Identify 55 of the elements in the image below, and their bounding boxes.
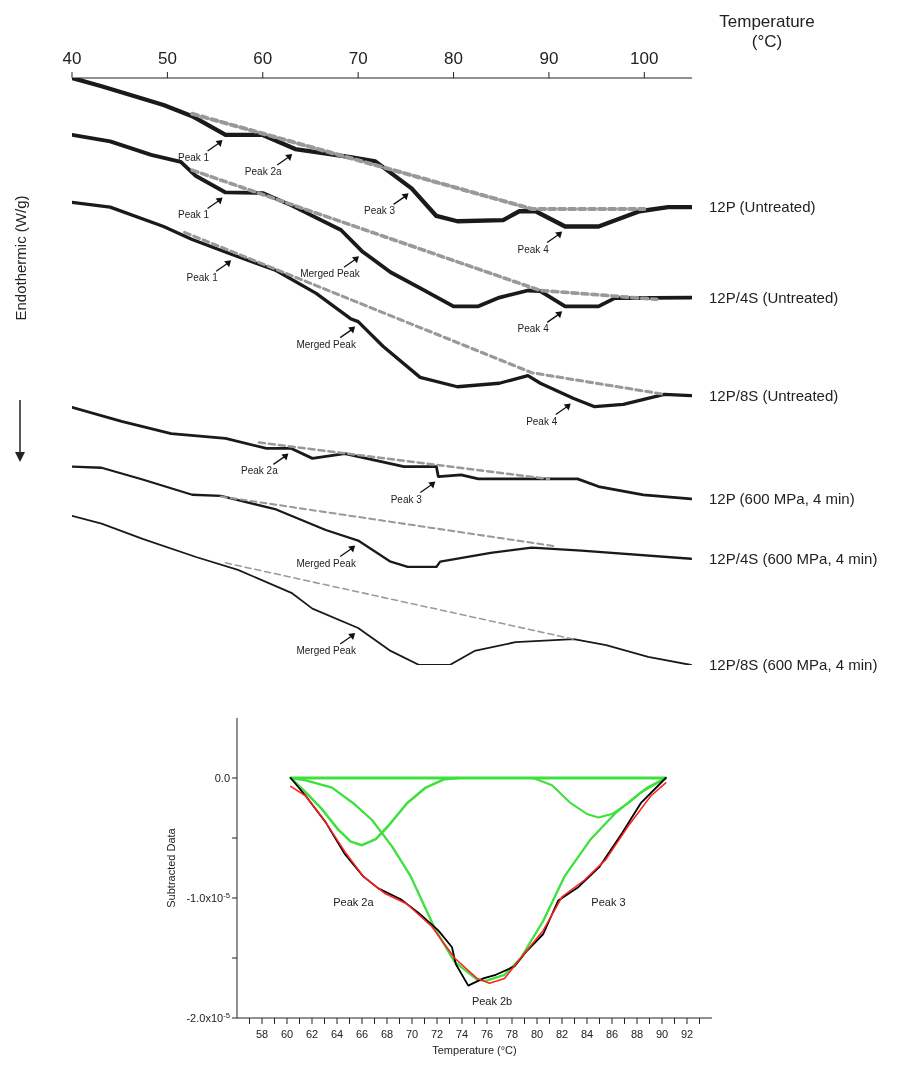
x-tick-label: 68 (380, 1028, 394, 1040)
x-tick-label: 40 (62, 49, 82, 68)
y-axis-title: Endothermic (W/g) (12, 195, 29, 321)
y-tick-label: -2.0x10$^{-5}$ (186, 1010, 230, 1024)
annotation: Peak 3 (591, 895, 626, 908)
x-tick-label: 90 (655, 1028, 669, 1040)
x-tick-label: 64 (330, 1028, 344, 1040)
annotation: Peak 3 (364, 205, 396, 217)
annotation: Peak 2b (471, 995, 513, 1008)
x-tick-label: 92 (680, 1028, 694, 1040)
y-axis-title: Subtracted Data (165, 827, 177, 908)
annotation: Peak 3 (390, 493, 423, 505)
annotation: Merged Peak (296, 557, 357, 569)
annotation: Merged Peak (296, 338, 357, 350)
annotation: Peak 4 (526, 415, 558, 427)
x-tick-label: 80 (530, 1028, 544, 1040)
x-tick-label: 58 (255, 1028, 269, 1040)
annotation: Peak 2a (241, 465, 279, 477)
x-tick-label: 70 (405, 1028, 419, 1040)
series-label: 12P (Untreated) (709, 198, 816, 216)
series-label: 12P/8S (Untreated) (709, 386, 839, 404)
x-tick-label: 88 (630, 1028, 644, 1040)
x-tick-label: 84 (580, 1028, 594, 1040)
series-label: 12P/4S (600 MPa, 4 min) (709, 549, 878, 567)
x-tick-label: 62 (305, 1028, 319, 1040)
series-label: 12P/4S (Untreated) (709, 288, 839, 306)
x-tick-label: 66 (355, 1028, 369, 1040)
annotation: Peak 1 (178, 209, 210, 221)
x-axis-title: Temperature (°C) (718, 12, 816, 52)
x-tick-label: 82 (555, 1028, 569, 1040)
annotation: Peak 4 (517, 243, 550, 255)
x-tick-label: 76 (480, 1028, 494, 1040)
x-tick-label: 50 (157, 49, 177, 68)
y-tick-label: -1.0x10$^{-5}$ (186, 890, 230, 904)
x-tick-label: 80 (444, 49, 463, 68)
y-tick-label: 0.0 (214, 772, 230, 784)
x-tick-label: 90 (539, 49, 559, 68)
series-label: 12P/8S (600 MPa, 4 min) (709, 656, 878, 673)
x-tick-label: 74 (455, 1028, 469, 1040)
annotation: Peak 2a (333, 895, 375, 908)
series-label: 12P (600 MPa, 4 min) (709, 489, 855, 507)
x-tick-label: 60 (253, 49, 273, 68)
annotation: Peak 4 (517, 323, 550, 335)
x-tick-label: 86 (605, 1028, 619, 1040)
x-tick-label: 100 (630, 49, 659, 68)
x-tick-label: 60 (280, 1028, 294, 1040)
annotation: Peak 1 (178, 151, 210, 163)
x-axis-title: Temperature (°C) (432, 1044, 517, 1056)
annotation: Peak 1 (186, 272, 219, 284)
annotation: Peak 2a (244, 166, 282, 178)
x-tick-label: 70 (348, 49, 368, 68)
annotation: Merged Peak (296, 645, 357, 657)
annotation: Merged Peak (300, 268, 361, 280)
x-tick-label: 72 (430, 1028, 444, 1040)
x-tick-label: 78 (505, 1028, 519, 1040)
